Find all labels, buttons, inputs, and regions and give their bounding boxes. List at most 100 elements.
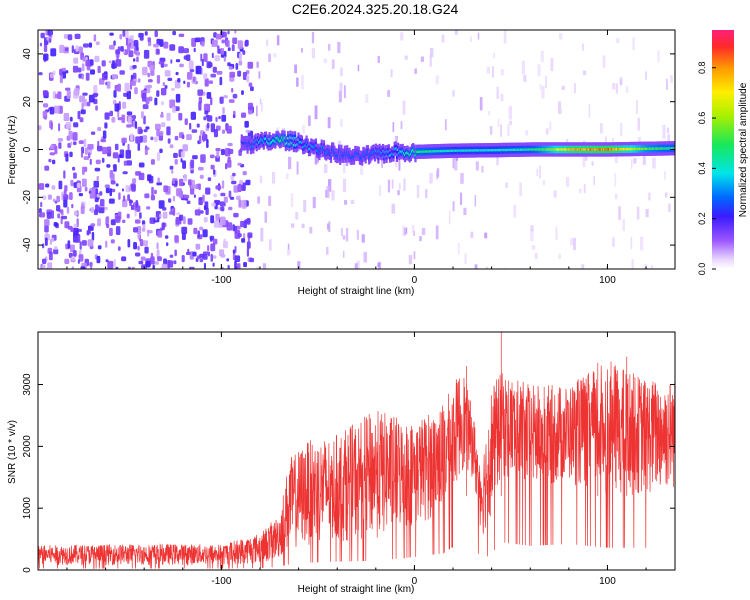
signal-track-cell: [398, 152, 401, 155]
spectrogram-cell: [66, 90, 71, 99]
spectrogram-cell: [79, 117, 84, 123]
spectrogram-cell: [70, 141, 73, 146]
signal-track-cell: [331, 148, 334, 151]
spectrogram-cell: [651, 265, 653, 269]
signal-track-cell: [309, 147, 312, 151]
spectrogram-cell: [98, 205, 105, 214]
signal-track-cell: [366, 151, 370, 154]
spectrogram-cell: [460, 172, 464, 184]
spectrogram-cell: [110, 219, 116, 226]
spectrogram-cell: [135, 252, 141, 257]
signal-track-cell: [363, 153, 366, 156]
spectrogram-cell: [178, 112, 183, 121]
spectrogram-cell: [109, 110, 113, 117]
signal-track-cell: [450, 149, 453, 152]
spectrogram-cell: [454, 156, 458, 171]
signal-track-cell: [430, 150, 433, 153]
spectrogram-cell: [194, 37, 201, 43]
spectrogram-cell: [223, 241, 228, 249]
spectrogram-cell: [158, 200, 165, 209]
signal-track-cell: [400, 151, 403, 154]
spectrogram-cell: [136, 56, 139, 63]
spectrogram-cell: [81, 178, 87, 187]
spectrogram-cell: [104, 122, 108, 129]
spectrogram-cell: [167, 77, 173, 81]
spectrogram-cell: [540, 50, 544, 62]
signal-track-cell: [505, 148, 509, 152]
spectrogram-cell: [463, 207, 467, 215]
spectrogram-cell: [232, 93, 238, 99]
spectrogram-cell: [392, 122, 395, 132]
spectrogram-cell: [445, 119, 447, 131]
spectrogram-cell: [206, 92, 212, 99]
spectrogram-cell: [65, 70, 69, 74]
signal-track-cell: [558, 148, 561, 151]
signal-track-cell: [325, 152, 328, 155]
signal-track-cell: [377, 155, 380, 158]
signal-track-cell: [583, 148, 586, 151]
spectrogram-cell: [400, 121, 403, 130]
spectrogram-cell: [160, 122, 166, 128]
spectrogram-cell: [391, 179, 394, 189]
spectrogram-cell: [625, 86, 629, 93]
spectrogram-cell: [117, 83, 121, 92]
spectrogram-cell: [102, 130, 107, 139]
spectrogram-cell: [89, 158, 92, 165]
spectrogram-cell: [398, 160, 401, 171]
signal-track-cell: [624, 148, 627, 151]
spectrogram-cell: [190, 159, 195, 169]
y-tick-label: 1000: [22, 497, 33, 520]
signal-track-cell: [580, 148, 583, 151]
spectrogram-cell: [126, 160, 132, 166]
spectrogram-cell: [260, 102, 263, 112]
spectrogram-cell: [210, 97, 213, 106]
spectrogram-cell: [132, 178, 137, 184]
spectrogram-cell: [221, 39, 225, 44]
spectrogram-cell: [221, 114, 227, 122]
spectrogram-cell: [244, 40, 248, 47]
spectrogram-cell: [288, 156, 292, 170]
spectrogram-cell: [539, 84, 542, 90]
spectrogram-cell: [232, 37, 238, 44]
signal-track-cell: [370, 152, 373, 155]
signal-track-cell: [295, 144, 298, 147]
spectrogram-cell: [583, 184, 586, 193]
spectrogram-cell: [452, 90, 455, 97]
signal-track-cell: [244, 141, 247, 145]
spectrogram-cell: [200, 53, 203, 62]
spectrogram-cell: [58, 180, 63, 190]
spectrogram-cell: [203, 116, 207, 121]
spectrogram-cell: [350, 199, 355, 204]
spectrogram-cell: [72, 166, 76, 171]
signal-track-cell: [422, 150, 425, 153]
spectrogram-cell: [52, 198, 56, 203]
spectrogram-cell: [133, 227, 138, 233]
spectrogram-cell: [500, 69, 504, 76]
spectrogram-cell: [220, 48, 225, 55]
signal-track-cell: [618, 148, 621, 151]
spectrogram-cell: [221, 266, 224, 269]
spectrogram-cell: [206, 122, 210, 129]
spectrogram-cell: [488, 110, 490, 116]
signal-track-cell: [532, 148, 535, 151]
y-tick-label: 20: [22, 96, 33, 108]
spectrogram-cell: [248, 82, 253, 87]
spectrogram-cell: [202, 229, 208, 238]
spectrogram-cell: [162, 222, 165, 231]
signal-track-cell: [342, 154, 345, 157]
spectrogram-cell: [429, 173, 433, 184]
spectrogram-cell: [214, 200, 221, 205]
signal-track-cell: [530, 148, 533, 151]
spectrogram-cell: [87, 239, 94, 247]
spectrogram-cell: [76, 182, 81, 188]
spectrogram-cell: [157, 256, 162, 262]
spectrogram-cell: [146, 230, 153, 234]
spectrogram-cell: [239, 179, 243, 186]
spectrogram-cell: [127, 116, 132, 124]
spectrogram-cell: [131, 184, 136, 192]
signal-track-cell: [391, 152, 394, 155]
spectrogram-cell: [76, 218, 79, 228]
spectrogram-cell: [243, 220, 247, 229]
spectrogram-cell: [536, 168, 539, 176]
signal-track-cell: [253, 141, 256, 144]
